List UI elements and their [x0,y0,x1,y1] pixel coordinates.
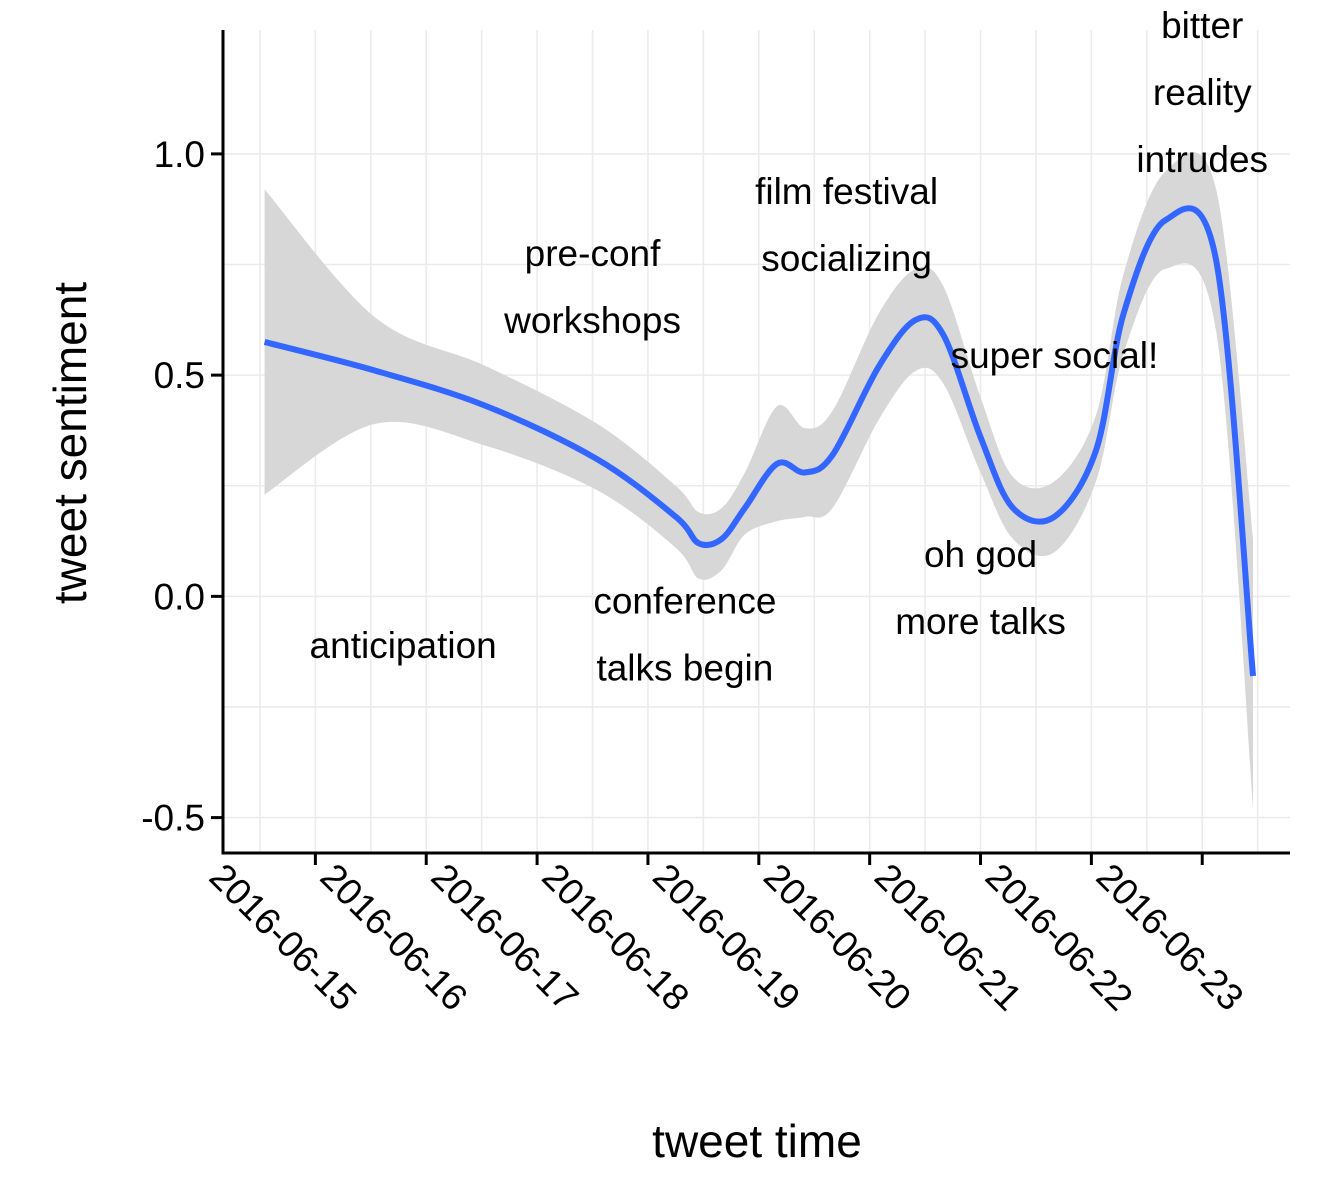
x-axis-title: tweet time [652,1115,862,1167]
annotation-text: socializing [761,238,932,279]
annotation-text: oh god [924,534,1037,575]
annotation-text: reality [1153,72,1252,113]
annotation-text: film festival [755,171,938,212]
annotation-text: pre-conf [525,233,661,274]
y-tick-label: 0.5 [154,355,205,396]
annotation-text: super social! [951,335,1159,376]
annotation-text: talks begin [596,647,773,688]
y-tick-label: 1.0 [154,134,205,175]
annotation-text: anticipation [310,625,497,666]
confidence-band [264,152,1254,809]
grid-layer [223,30,1290,853]
y-tick-label: -0.5 [141,798,205,839]
annotation-text: conference [593,580,776,621]
smooth-line [263,205,1257,677]
annotation-text: workshops [503,300,681,341]
confidence-band-layer [264,152,1254,809]
y-axis-title: tweet sentiment [44,282,96,604]
annotation-text: more talks [895,601,1066,642]
annotation-text: bitter [1161,5,1243,46]
smooth-line-layer [263,205,1257,677]
annotation-layer: anticipation pre-conf workshops conference t… [310,5,1269,689]
y-tick-label: 0.0 [154,576,205,617]
annotation-text: intrudes [1136,139,1268,180]
